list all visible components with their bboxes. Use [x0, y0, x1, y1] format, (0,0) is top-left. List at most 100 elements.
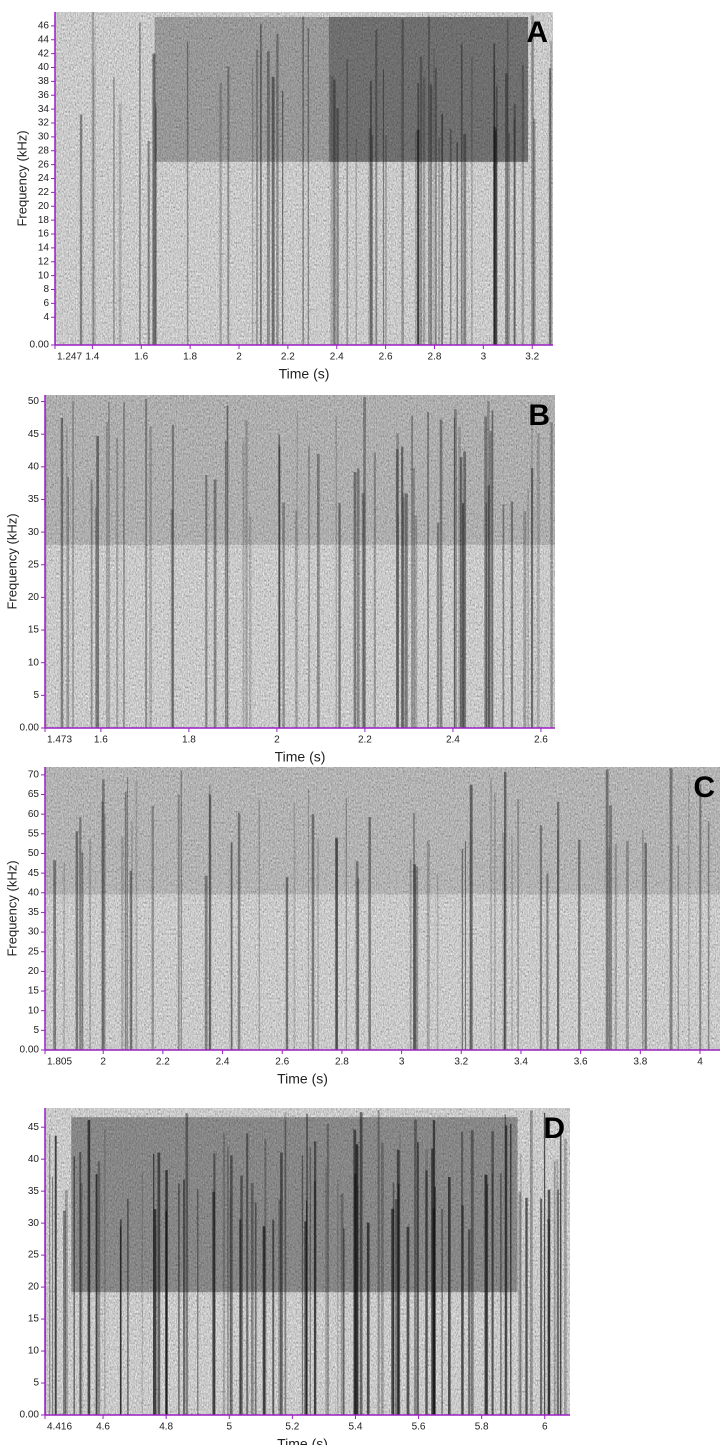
y-tick-label: 12: [38, 256, 50, 267]
y-tick-label: 20: [28, 966, 40, 977]
x-axis-label: Time (s): [277, 1436, 328, 1445]
y-tick-label: 30: [28, 527, 40, 538]
spectrogram: [45, 1108, 570, 1415]
y-tick-label: 45: [28, 1122, 40, 1133]
y-tick-label: 15: [28, 986, 40, 997]
x-axis-label: Time (s): [277, 1071, 328, 1087]
x-tick-label: 3.2: [525, 352, 539, 363]
x-tick-label: 5.4: [349, 1422, 363, 1433]
y-tick-label: 30: [28, 1218, 40, 1229]
y-axis-label: Frequency (kHz): [14, 130, 29, 226]
x-tick-label: 2.4: [216, 1057, 230, 1068]
x-tick-label: 1.4: [85, 352, 99, 363]
dark-band: [45, 395, 555, 545]
x-tick-label: 4.6: [96, 1422, 110, 1433]
x-tick-label: 2.4: [446, 735, 460, 746]
y-tick-label: 45: [28, 429, 40, 440]
x-tick-label: 1.6: [94, 735, 108, 746]
y-tick-label: 50: [28, 848, 40, 859]
y-tick-label: 46: [38, 21, 50, 32]
x-tick-label: 2.8: [428, 352, 442, 363]
y-tick-label: 4: [43, 312, 49, 323]
y-tick-label: 35: [28, 907, 40, 918]
spectrogram: [45, 395, 555, 728]
y-tick-label: 40: [28, 461, 40, 472]
x-axis-label: Time (s): [275, 749, 326, 765]
x-tick-label: 1.473: [47, 735, 72, 746]
panel-label: A: [526, 16, 548, 49]
dark-band: [45, 767, 720, 895]
y-tick-label: 16: [38, 229, 50, 240]
y-tick-label: 42: [38, 48, 50, 59]
y-tick-label: 36: [38, 90, 50, 101]
x-tick-label: 6: [542, 1422, 548, 1433]
y-tick-label: 40: [28, 887, 40, 898]
x-axis-label: Time (s): [279, 366, 330, 382]
spectrogram-noise: [45, 767, 720, 1050]
x-tick-label: 2.2: [358, 735, 372, 746]
y-tick-label: 0.00: [30, 340, 50, 351]
x-tick-label: 1.247: [57, 352, 82, 363]
y-tick-label: 35: [28, 1186, 40, 1197]
y-tick-label: 8: [43, 284, 49, 295]
y-tick-label: 34: [38, 104, 50, 115]
spectrogram-noise: [55, 12, 553, 345]
dark-band: [328, 16, 529, 162]
y-tick-label: 45: [28, 868, 40, 879]
x-tick-label: 2: [236, 352, 242, 363]
y-tick-label: 14: [38, 243, 50, 254]
x-tick-label: 2.2: [156, 1057, 170, 1068]
y-tick-label: 32: [38, 118, 50, 129]
y-tick-label: 30: [28, 927, 40, 938]
y-tick-label: 6: [43, 298, 49, 309]
x-tick-label: 4: [697, 1057, 703, 1068]
y-axis-label: Frequency (kHz): [4, 513, 19, 609]
y-tick-label: 38: [38, 76, 50, 87]
x-tick-label: 5.6: [412, 1422, 426, 1433]
y-tick-label: 5: [33, 1025, 39, 1036]
x-tick-label: 3: [399, 1057, 405, 1068]
x-tick-label: 3.8: [633, 1057, 647, 1068]
y-tick-label: 10: [28, 1346, 40, 1357]
spectrogram-noise: [45, 395, 555, 728]
panel-label: D: [543, 1112, 565, 1145]
x-tick-label: 2.6: [534, 735, 548, 746]
x-tick-label: 3.4: [514, 1057, 528, 1068]
y-tick-label: 60: [28, 809, 40, 820]
x-tick-label: 2.2: [281, 352, 295, 363]
y-tick-label: 22: [38, 187, 50, 198]
panel-label: B: [528, 399, 550, 432]
y-tick-label: 15: [28, 625, 40, 636]
y-tick-label: 20: [28, 592, 40, 603]
spectrogram-noise: [45, 1108, 570, 1415]
x-tick-label: 1.805: [47, 1057, 72, 1068]
y-tick-label: 70: [28, 770, 40, 781]
y-tick-label: 25: [28, 559, 40, 570]
y-tick-label: 25: [28, 1250, 40, 1261]
y-tick-label: 50: [28, 396, 40, 407]
y-tick-label: 15: [28, 1314, 40, 1325]
x-tick-label: 3.6: [574, 1057, 588, 1068]
x-tick-label: 2: [100, 1057, 106, 1068]
spectrogram: [45, 767, 720, 1050]
y-tick-label: 40: [28, 1154, 40, 1165]
y-tick-label: 40: [38, 62, 50, 73]
dark-band: [154, 16, 529, 162]
x-tick-label: 2.6: [379, 352, 393, 363]
y-tick-label: 5: [33, 690, 39, 701]
x-tick-label: 2.6: [275, 1057, 289, 1068]
x-tick-label: 2.4: [330, 352, 344, 363]
x-tick-label: 5: [226, 1422, 232, 1433]
y-tick-label: 0.00: [20, 1045, 40, 1056]
x-tick-label: 4.416: [47, 1422, 72, 1433]
y-tick-label: 18: [38, 215, 50, 226]
y-axis-label: Frequency (kHz): [4, 860, 19, 956]
y-tick-label: 30: [38, 132, 50, 143]
x-tick-label: 2: [274, 735, 280, 746]
x-tick-label: 3.2: [454, 1057, 468, 1068]
x-tick-label: 1.6: [134, 352, 148, 363]
x-tick-label: 1.8: [183, 352, 197, 363]
y-tick-label: 20: [38, 201, 50, 212]
y-tick-label: 10: [28, 1005, 40, 1016]
